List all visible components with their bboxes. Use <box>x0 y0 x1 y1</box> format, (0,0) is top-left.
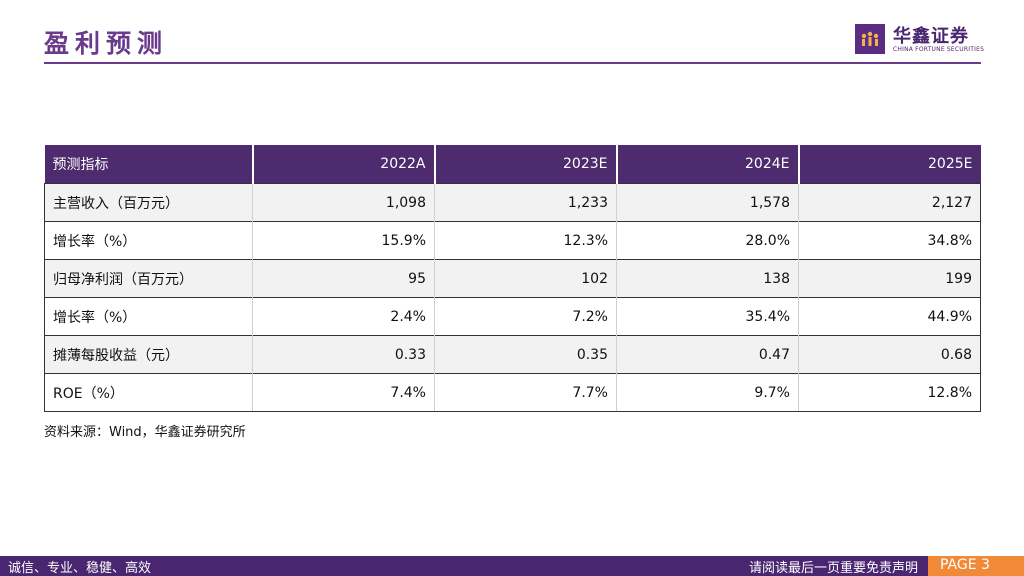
row-label: 归母净利润（百万元） <box>44 259 253 298</box>
table-cell: 15.9% <box>252 221 435 260</box>
table-cell: 0.68 <box>798 335 981 374</box>
table-cell: 1,233 <box>434 183 617 222</box>
footer-slogan: 诚信、专业、稳健、高效 <box>8 561 152 576</box>
row-label: 主营收入（百万元） <box>44 183 253 222</box>
row-label: 增长率（%） <box>44 297 253 336</box>
column-header: 预测指标 <box>44 145 253 184</box>
logo-chinese-name: 华鑫证券 <box>893 26 969 47</box>
table-cell: 1,578 <box>616 183 799 222</box>
disclaimer-notice: 请阅读最后一页重要免责声明 <box>748 561 918 576</box>
column-header: 2024E <box>615 145 799 184</box>
table-cell: 35.4% <box>616 297 799 336</box>
row-label: ROE（%） <box>44 373 253 412</box>
table-row: 增长率（%） 15.9% 12.3% 28.0% 34.8% <box>44 221 981 260</box>
title-divider <box>44 62 981 64</box>
table-cell: 95 <box>252 259 435 298</box>
table-cell: 12.8% <box>798 373 981 412</box>
table-header-row: 预测指标 2022A 2023E 2024E 2025E <box>44 145 981 184</box>
page-number-badge: PAGE 3 <box>928 556 1024 576</box>
table-cell: 28.0% <box>616 221 799 260</box>
table-cell: 7.2% <box>434 297 617 336</box>
table-cell: 7.7% <box>434 373 617 412</box>
table-row: 归母净利润（百万元） 95 102 138 199 <box>44 259 981 298</box>
table-cell: 2.4% <box>252 297 435 336</box>
table-cell: 0.33 <box>252 335 435 374</box>
table-cell: 199 <box>798 259 981 298</box>
table-cell: 1,098 <box>252 183 435 222</box>
page-title: 盈利预测 <box>44 29 169 58</box>
table-cell: 102 <box>434 259 617 298</box>
page-number: PAGE 3 <box>940 557 990 573</box>
table-cell: 0.47 <box>616 335 799 374</box>
logo-english-name: CHINA FORTUNE SECURITIES <box>893 46 985 53</box>
logo-mark-icon <box>855 24 885 54</box>
column-header: 2022A <box>251 145 435 184</box>
table-cell: 138 <box>616 259 799 298</box>
company-logo: 华鑫证券 CHINA FORTUNE SECURITIES <box>855 22 985 56</box>
column-header: 2025E <box>797 145 981 184</box>
table-row: 主营收入（百万元） 1,098 1,233 1,578 2,127 <box>44 183 981 222</box>
table-row: 增长率（%） 2.4% 7.2% 35.4% 44.9% <box>44 297 981 336</box>
table-cell: 34.8% <box>798 221 981 260</box>
table-cell: 7.4% <box>252 373 435 412</box>
table-cell: 44.9% <box>798 297 981 336</box>
earnings-forecast-table: 预测指标 2022A 2023E 2024E 2025E 主营收入（百万元） 1… <box>44 145 981 412</box>
source-note: 资料来源：Wind，华鑫证券研究所 <box>44 425 246 440</box>
table-cell: 0.35 <box>434 335 617 374</box>
table-cell: 9.7% <box>616 373 799 412</box>
table-cell: 2,127 <box>798 183 981 222</box>
row-label: 摊薄每股收益（元） <box>44 335 253 374</box>
column-header: 2023E <box>433 145 617 184</box>
table-row: 摊薄每股收益（元） 0.33 0.35 0.47 0.68 <box>44 335 981 374</box>
footer-bar: 诚信、专业、稳健、高效 请阅读最后一页重要免责声明 PAGE 3 <box>0 556 1024 576</box>
table-cell: 12.3% <box>434 221 617 260</box>
table-row: ROE（%） 7.4% 7.7% 9.7% 12.8% <box>44 373 981 412</box>
row-label: 增长率（%） <box>44 221 253 260</box>
